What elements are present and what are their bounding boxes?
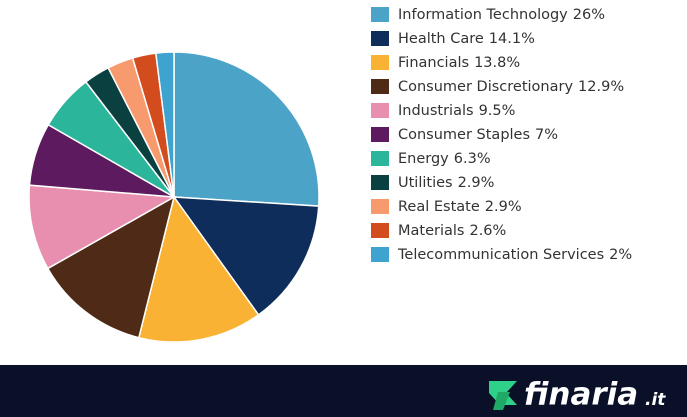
pie-slice <box>28 184 177 270</box>
brand-icon <box>489 381 517 410</box>
legend-value: 9.5% <box>479 103 516 119</box>
legend-entry: Financials 13.8% <box>398 55 520 71</box>
legend-value: 7% <box>535 127 558 143</box>
legend-value: 26% <box>573 7 605 23</box>
legend-swatch <box>371 151 389 166</box>
legend-swatch <box>371 31 389 46</box>
legend-swatch <box>371 79 389 94</box>
legend-value: 2.9% <box>458 175 495 191</box>
legend-name: Materials <box>398 223 464 239</box>
legend-value: 6.3% <box>454 151 491 167</box>
legend-value: 2% <box>609 247 632 263</box>
pie-slice <box>172 196 320 316</box>
legend-value: 2.9% <box>485 199 522 215</box>
legend-entry: Health Care 14.1% <box>398 31 535 47</box>
legend-entry: Utilities 2.9% <box>398 175 494 191</box>
legend-swatch <box>371 55 389 70</box>
legend-swatch <box>371 247 389 262</box>
legend-entry: Telecommunication Services 2% <box>397 247 632 263</box>
legend-name: Real Estate <box>398 199 480 215</box>
pie-slice <box>46 195 176 339</box>
legend-name: Utilities <box>398 175 453 191</box>
legend-name: Financials <box>398 55 469 71</box>
pie-slice <box>173 51 320 207</box>
legend-entry: Industrials 9.5% <box>398 103 515 119</box>
legend-swatch <box>371 7 389 22</box>
legend-swatch <box>371 127 389 142</box>
legend-name: Health Care <box>398 31 484 47</box>
legend-value: 12.9% <box>578 79 624 95</box>
legend-entry: Consumer Discretionary 12.9% <box>398 79 624 95</box>
footer-band <box>0 365 687 417</box>
legend-name: Consumer Staples <box>398 127 530 143</box>
legend-name: Industrials <box>398 103 474 119</box>
legend-name: Consumer Discretionary <box>398 79 573 95</box>
brand-name: finaria <box>524 377 638 413</box>
legend-swatch <box>371 175 389 190</box>
legend-value: 14.1% <box>489 31 535 47</box>
legend-name: Information Technology <box>398 7 568 23</box>
legend-value: 2.6% <box>469 223 506 239</box>
legend-name: Telecommunication Services <box>397 247 604 263</box>
legend-swatch <box>371 199 389 214</box>
legend-entry: Materials 2.6% <box>398 223 506 239</box>
legend-entry: Consumer Staples 7% <box>398 127 558 143</box>
legend-entry: Real Estate 2.9% <box>398 199 522 215</box>
legend-name: Energy <box>398 151 449 167</box>
legend-swatch <box>371 103 389 118</box>
legend-entry: Energy 6.3% <box>398 151 491 167</box>
legend-value: 13.8% <box>474 55 520 71</box>
pie-slice <box>154 51 175 198</box>
legend-entry: Information Technology 26% <box>398 7 605 23</box>
legend-swatch <box>371 223 389 238</box>
pie-slice <box>137 195 260 343</box>
brand-domain: .it <box>645 390 666 410</box>
